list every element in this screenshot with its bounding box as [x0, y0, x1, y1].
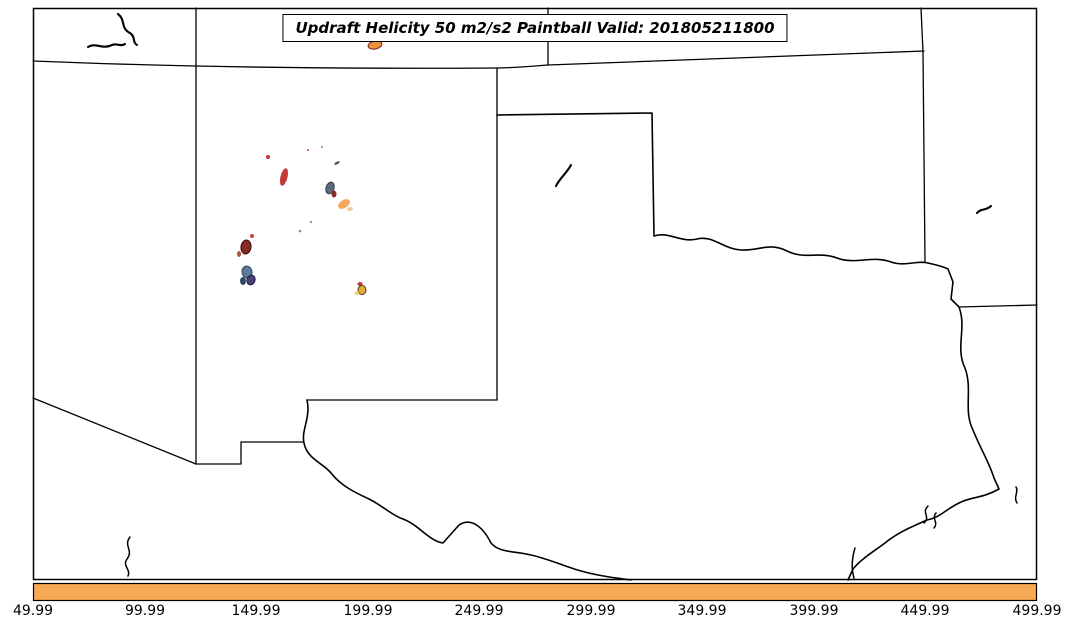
colorbar-tick-label: 99.99: [124, 603, 166, 619]
louisiana-coast-lake: [1014, 486, 1018, 504]
paintball-blob: [355, 291, 359, 295]
arizona-mexico-border: [32, 397, 197, 465]
galveston-bay-inlet: [923, 505, 937, 529]
paintball-blob: [240, 277, 246, 285]
paintball-blob: [250, 234, 254, 238]
colorado-river-squiggle-1: [86, 42, 127, 49]
paintball-blob: [331, 190, 337, 198]
colorbar-tick-label: 499.99: [1012, 603, 1062, 619]
parallel-37n-border: [32, 50, 925, 69]
padre-island-lagoon: [851, 547, 856, 579]
oklahoma-arkansas-missouri-border: [920, 7, 926, 263]
paintball-blob: [325, 181, 335, 195]
rio-grande-river: [302, 399, 632, 581]
arkansas-lake-squiggle: [975, 204, 993, 215]
paintball-blob: [309, 220, 313, 224]
paintball-blob: [237, 251, 241, 257]
paintball-layer: [237, 40, 383, 295]
paintball-blob: [321, 146, 323, 148]
paintball-blob: [357, 282, 363, 286]
water-features: [86, 12, 1018, 579]
colorbar-tick-label: 399.99: [789, 603, 839, 619]
mexico-river-squiggle: [124, 536, 131, 577]
paintball-blob: [298, 229, 302, 233]
colorado-river-squiggle-2: [116, 12, 139, 47]
newmexico-bootheel-border: [195, 441, 304, 465]
colorbar: [32, 582, 1038, 602]
paintball-blob: [347, 206, 353, 212]
paintball-blob: [307, 149, 309, 151]
colorbar-tick-label: 249.99: [454, 603, 504, 619]
paintball-blob: [357, 285, 367, 295]
paintball-blob: [266, 155, 270, 159]
colorbar-tick-label: 199.99: [343, 603, 393, 619]
paintball-blob: [338, 199, 350, 209]
arkansas-louisiana-border: [958, 304, 1038, 308]
paintball-blob: [240, 239, 252, 255]
texas-outline: [496, 112, 1000, 581]
paintball-blob: [334, 161, 340, 165]
colorbar-tick-label: 449.99: [900, 603, 950, 619]
paintball-blob: [246, 274, 256, 286]
paintball-blob: [279, 168, 289, 186]
colorbar-tick-label: 49.99: [12, 603, 54, 619]
colorbar-tick-label: 349.99: [677, 603, 727, 619]
axes-border: [32, 7, 1038, 581]
colorbar-tick-label: 149.99: [231, 603, 281, 619]
map-title: Updraft Helicity 50 m2/s2 Paintball Vali…: [282, 14, 788, 42]
panhandle-lake-squiggle: [554, 163, 573, 188]
state-boundaries: [32, 7, 1038, 581]
colorbar-tick-label: 299.99: [566, 603, 616, 619]
